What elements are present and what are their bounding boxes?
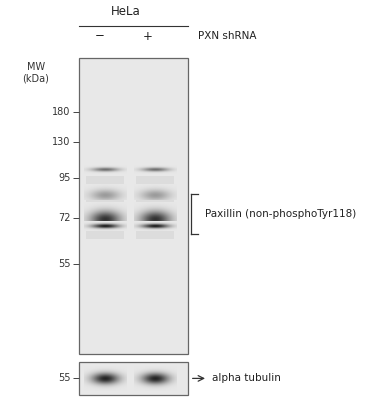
Text: 180: 180: [52, 107, 71, 117]
Text: 130: 130: [52, 137, 71, 147]
Text: 72: 72: [58, 213, 71, 223]
Text: alpha tubulin: alpha tubulin: [212, 374, 280, 383]
Text: 95: 95: [58, 173, 71, 183]
Bar: [79, 362, 188, 395]
Text: Paxillin (non-phosphoTyr118): Paxillin (non-phosphoTyr118): [205, 209, 356, 219]
Bar: [86, 176, 124, 239]
Text: MW
(kDa): MW (kDa): [22, 62, 49, 84]
Bar: [136, 176, 174, 239]
Bar: [79, 58, 188, 354]
Text: 55: 55: [58, 259, 71, 269]
Text: −: −: [95, 30, 105, 42]
Text: 55: 55: [58, 374, 71, 383]
Text: PXN shRNA: PXN shRNA: [198, 31, 256, 41]
Text: HeLa: HeLa: [111, 5, 141, 18]
Text: +: +: [143, 30, 153, 42]
